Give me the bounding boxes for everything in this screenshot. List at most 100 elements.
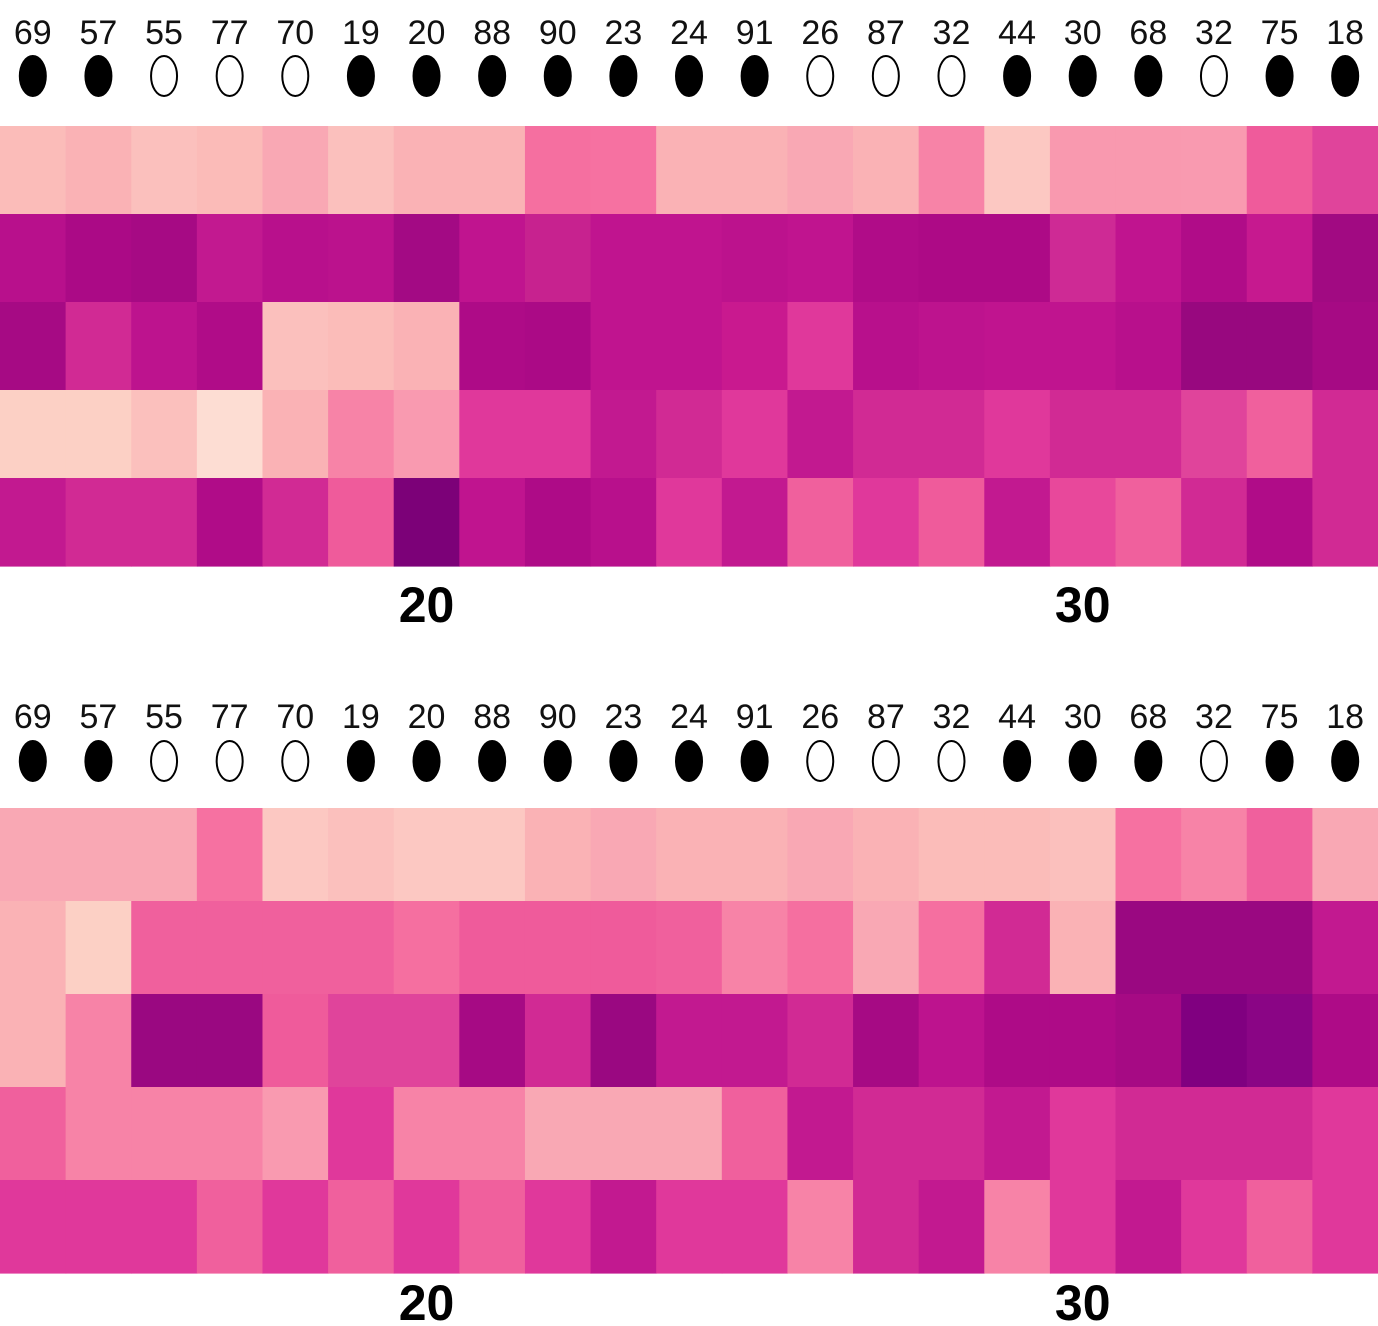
heatmap-cell xyxy=(853,994,920,1088)
heatmap-cell xyxy=(1312,390,1378,479)
heatmap-panel-bottom: 69 57 55 77 70 19 20 88 90 23 24 91 26 87 32 44 30 68 32 75… xyxy=(0,684,1378,1326)
heatmap-cell xyxy=(1049,478,1117,567)
heatmap-cell xyxy=(1246,1087,1313,1181)
heatmap-cell xyxy=(1246,1180,1313,1274)
heatmap-cell xyxy=(328,1180,395,1274)
heatmap-cell xyxy=(0,1180,67,1274)
column-id-label: 55 xyxy=(145,14,183,52)
heatmap-cell xyxy=(262,302,329,391)
open-marker xyxy=(937,55,966,97)
filled-marker xyxy=(84,55,113,97)
heatmap-cell xyxy=(328,808,395,902)
heatmap-cell xyxy=(65,390,132,479)
heatmap-cell xyxy=(196,478,264,567)
heatmap-cell xyxy=(1049,126,1117,215)
heatmap-cell xyxy=(984,808,1051,902)
heatmap-cell xyxy=(65,901,132,995)
heatmap-cell xyxy=(656,302,723,391)
heatmap-cell xyxy=(1181,302,1248,391)
heatmap-cell xyxy=(918,390,985,479)
column-id-label: 90 xyxy=(539,14,577,52)
filled-marker xyxy=(1265,55,1294,97)
heatmap-cell xyxy=(131,390,198,479)
heatmap-cell xyxy=(131,808,198,902)
heatmap-cell xyxy=(1181,126,1248,215)
heatmap-cell xyxy=(1049,390,1117,479)
heatmap-cell xyxy=(1115,994,1182,1088)
heatmap-cell xyxy=(131,214,198,303)
heatmap-cell xyxy=(1246,302,1313,391)
heatmap-cell xyxy=(459,1180,526,1274)
heatmap-cell xyxy=(656,1180,723,1274)
column-id-label: 87 xyxy=(867,698,905,736)
open-marker xyxy=(1199,740,1228,782)
heatmap-cell xyxy=(984,214,1051,303)
heatmap-cell xyxy=(918,808,985,902)
heatmap-cell xyxy=(984,901,1051,995)
heatmap-cell xyxy=(65,214,132,303)
heatmap-cell xyxy=(196,808,264,902)
heatmap-cell xyxy=(393,808,460,902)
open-marker xyxy=(871,55,900,97)
heatmap-cell xyxy=(918,302,985,391)
heatmap-cell xyxy=(524,302,592,391)
heatmap-cell xyxy=(262,808,329,902)
heatmap-cell xyxy=(853,478,920,567)
column-id-label: 44 xyxy=(998,698,1036,736)
column-id-label: 88 xyxy=(473,698,511,736)
heatmap-cell xyxy=(787,901,854,995)
heatmap-cell xyxy=(590,808,657,902)
heatmap-cell xyxy=(918,214,985,303)
heatmap-cell xyxy=(459,302,526,391)
heatmap-cell xyxy=(1312,994,1378,1088)
filled-marker xyxy=(740,740,769,782)
heatmap-cell xyxy=(262,390,329,479)
heatmap-cell xyxy=(262,214,329,303)
column-id-label: 77 xyxy=(211,698,249,736)
open-marker xyxy=(281,55,310,97)
heatmap-cell xyxy=(1115,901,1182,995)
heatmap-cell xyxy=(787,214,854,303)
heatmap-cell xyxy=(787,994,854,1088)
heatmap-cell xyxy=(131,901,198,995)
open-marker xyxy=(281,740,310,782)
heatmap-cell xyxy=(262,994,329,1088)
column-id-label: 32 xyxy=(1195,698,1233,736)
heatmap-cell xyxy=(328,1087,395,1181)
heatmap-cell xyxy=(656,390,723,479)
filled-marker xyxy=(543,55,572,97)
x-tick-label: 20 xyxy=(399,577,455,633)
heatmap-cell xyxy=(918,994,985,1088)
heatmap-panel-top: 69 57 55 77 70 19 20 88 90 23 24 91 26 87 32 44 30 68 32 75… xyxy=(0,0,1378,660)
heatmap-cell xyxy=(1181,1180,1248,1274)
heatmap-cell xyxy=(590,1087,657,1181)
heatmap-cell xyxy=(131,302,198,391)
heatmap-cell xyxy=(853,808,920,902)
heatmap-cell xyxy=(918,126,985,215)
column-id-label: 24 xyxy=(670,14,708,52)
column-id-label: 32 xyxy=(933,698,971,736)
heatmap-cell xyxy=(787,126,854,215)
heatmap-cell xyxy=(590,214,657,303)
heatmap-cell xyxy=(196,214,264,303)
heatmap-cell xyxy=(1049,901,1117,995)
filled-marker xyxy=(740,55,769,97)
heatmap-cell xyxy=(393,1180,460,1274)
heatmap-cell xyxy=(721,808,789,902)
column-id-label: 26 xyxy=(801,14,839,52)
heatmap-cell xyxy=(1246,994,1313,1088)
heatmap-cell xyxy=(721,214,789,303)
heatmap-cell xyxy=(721,478,789,567)
filled-marker xyxy=(1003,740,1032,782)
heatmap-cell xyxy=(1115,390,1182,479)
heatmap-cell xyxy=(1049,302,1117,391)
filled-marker xyxy=(1134,740,1163,782)
column-id-label: 57 xyxy=(80,14,118,52)
heatmap-cell xyxy=(459,126,526,215)
heatmap-cell xyxy=(65,478,132,567)
heatmap-cell xyxy=(459,1087,526,1181)
heatmap-cell xyxy=(1049,1087,1117,1181)
filled-marker xyxy=(543,740,572,782)
filled-marker xyxy=(18,740,47,782)
column-id-label: 32 xyxy=(933,14,971,52)
